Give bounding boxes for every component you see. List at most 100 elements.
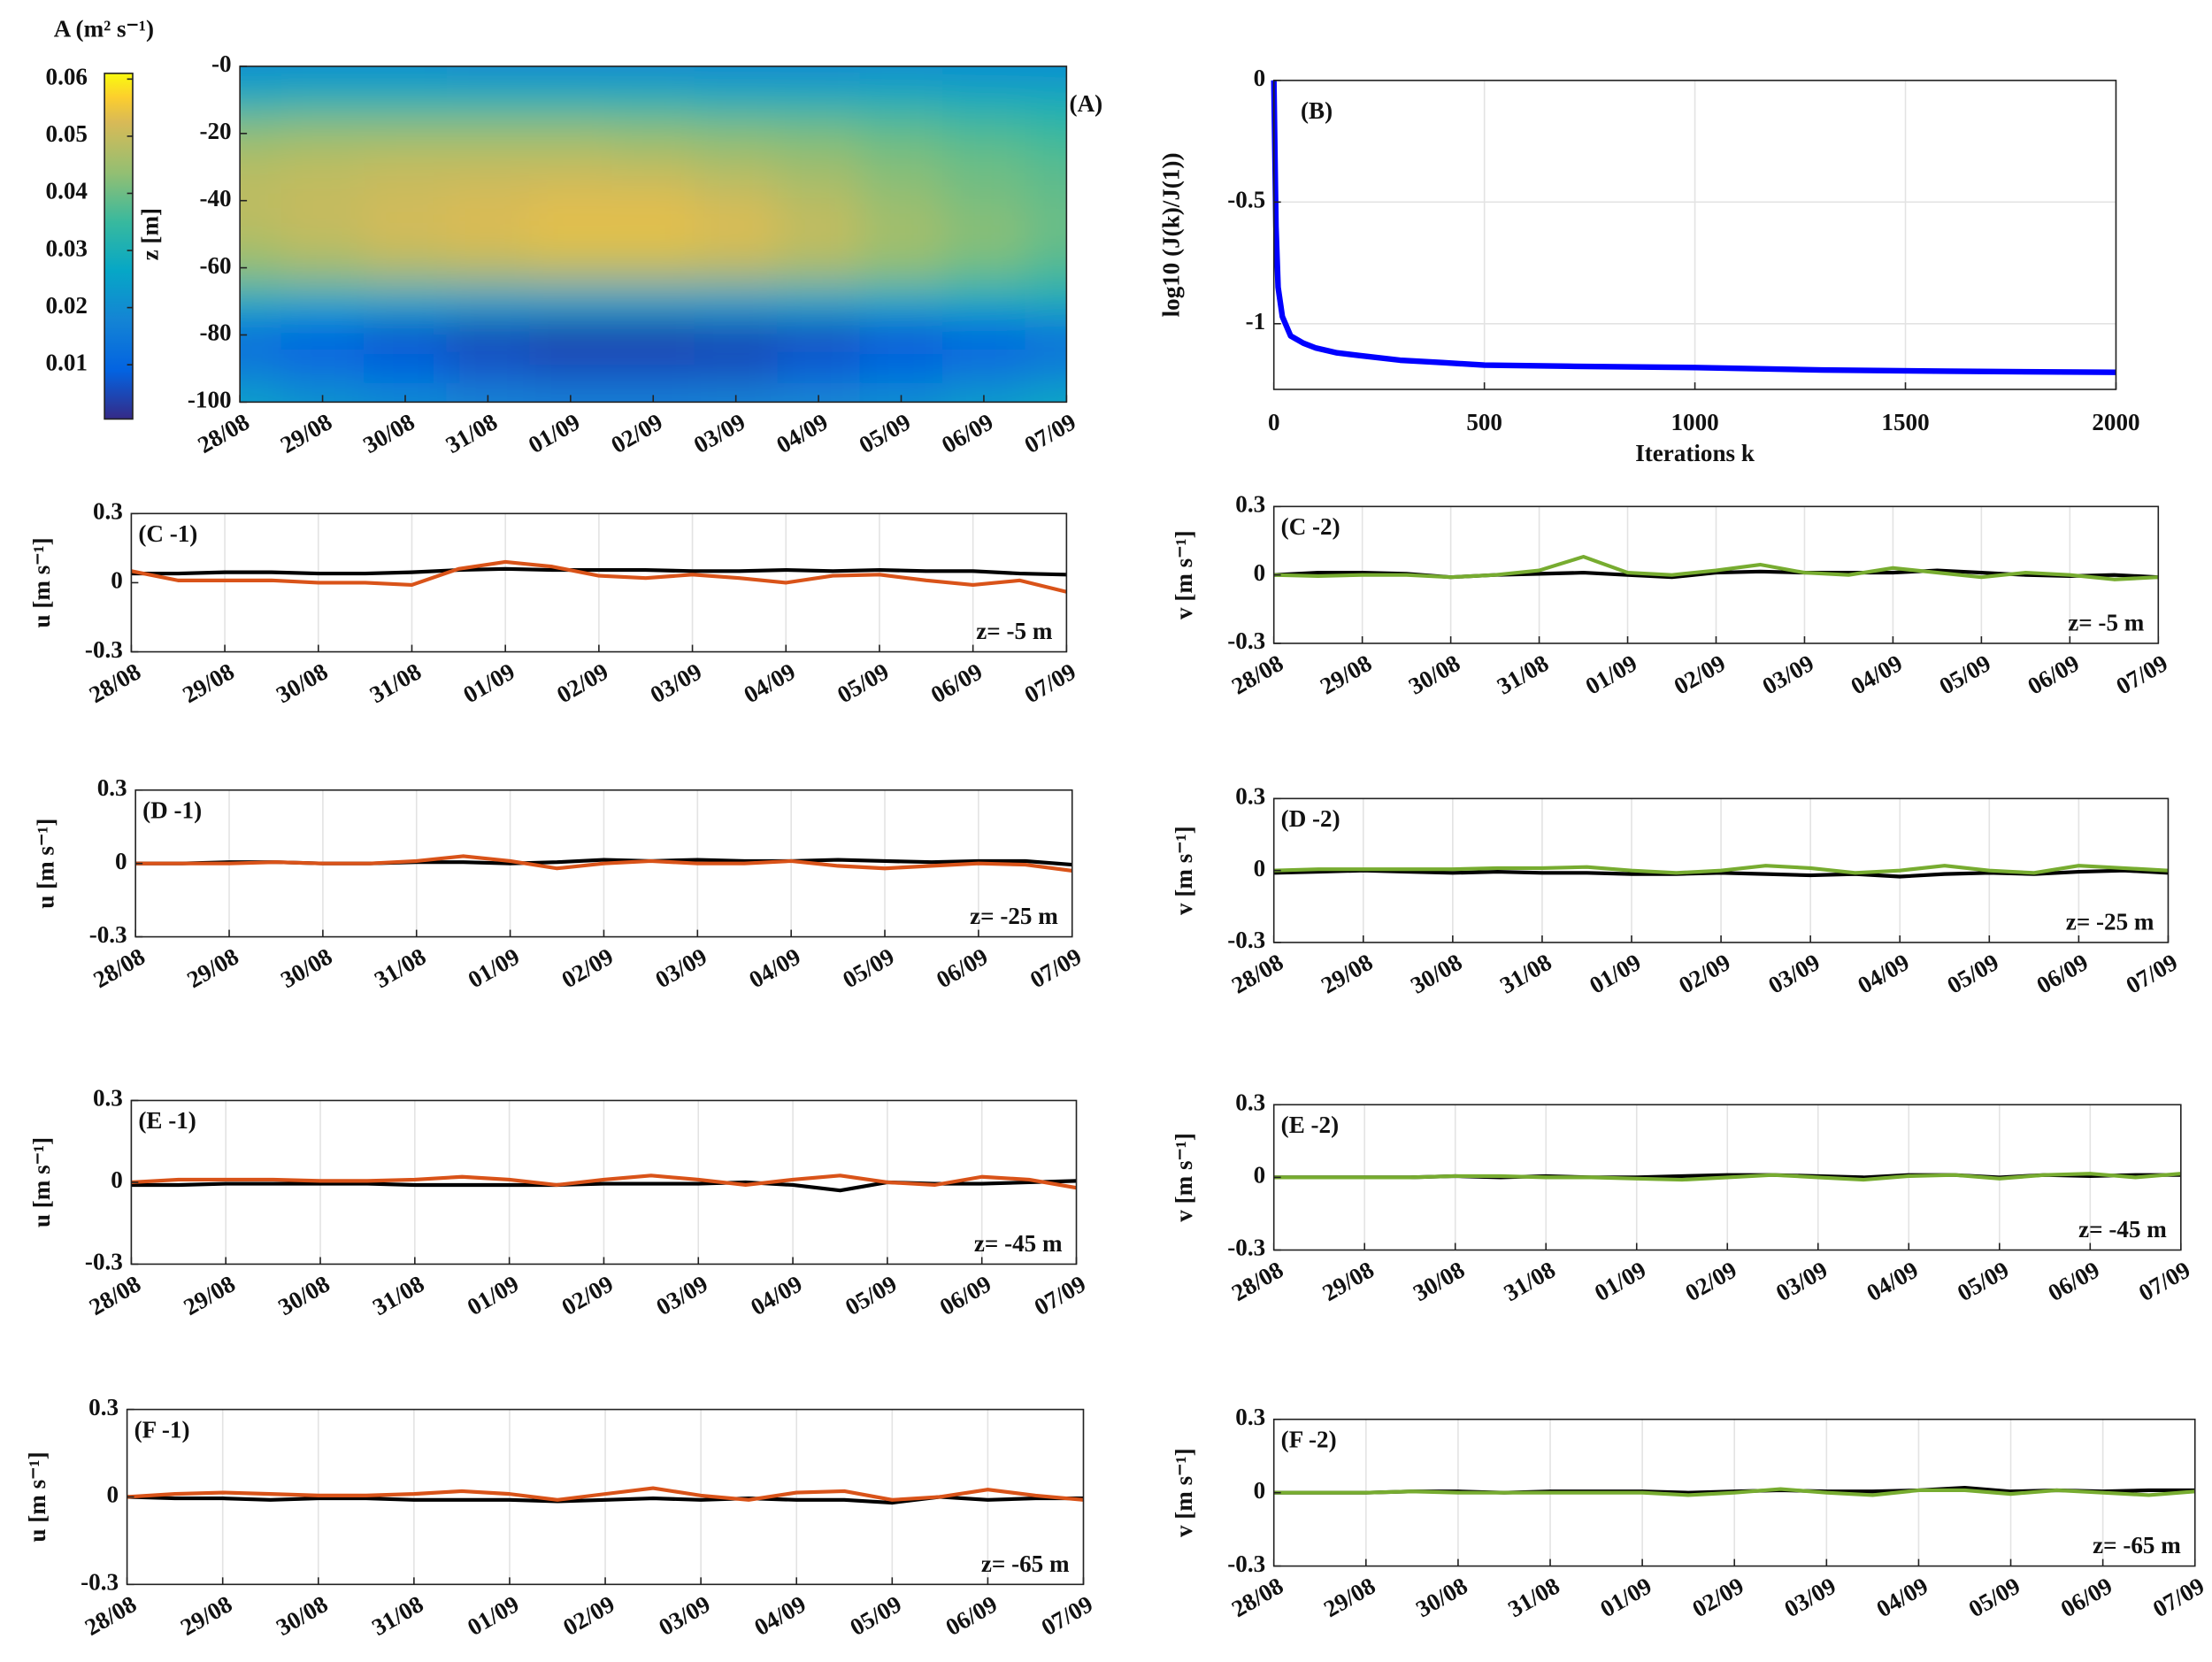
y-tick-label: -0.3 xyxy=(1227,1235,1265,1261)
depth-annotation: z= -65 m xyxy=(981,1550,1070,1577)
x-tick-label: 31/08 xyxy=(368,1270,428,1320)
x-tick-label: 29/08 xyxy=(276,408,336,458)
cell xyxy=(942,318,1027,354)
x-tick-label: 03/09 xyxy=(1763,949,1824,999)
cell xyxy=(280,82,365,119)
y-tick-label: -0.3 xyxy=(85,636,123,663)
x-tick-label: 2000 xyxy=(2092,409,2139,435)
series-line xyxy=(127,1486,1084,1502)
x-tick-label: 05/09 xyxy=(1953,1256,2013,1306)
x-tick-label: 03/09 xyxy=(651,943,711,993)
x-tick-label: 31/08 xyxy=(1493,650,1553,700)
cell xyxy=(240,250,283,287)
x-tick-label: 06/09 xyxy=(2056,1573,2116,1623)
y-tick-label: 0.3 xyxy=(88,1394,119,1420)
cell xyxy=(446,284,531,320)
x-tick-label: 30/08 xyxy=(1409,1256,1469,1306)
x-tick-label: 01/09 xyxy=(464,943,524,993)
x-tick-label: 29/08 xyxy=(176,1590,236,1641)
cell xyxy=(280,183,365,219)
cell xyxy=(859,318,944,354)
x-tick-label: 07/09 xyxy=(2148,1573,2208,1623)
colorbar-tick-label: 0.05 xyxy=(46,120,88,147)
panel-label: (A) xyxy=(1070,90,1103,117)
cell xyxy=(280,318,365,354)
x-tick-label: 05/09 xyxy=(841,1270,901,1320)
cell xyxy=(280,351,365,387)
y-tick-label: -0.3 xyxy=(1227,627,1265,654)
series-line xyxy=(131,566,1067,577)
x-tick-label: 31/08 xyxy=(367,1590,427,1641)
cell xyxy=(694,351,779,387)
series-line xyxy=(1273,864,2169,875)
cell xyxy=(611,217,696,253)
cell xyxy=(1025,183,1067,219)
cell xyxy=(611,351,696,387)
cell xyxy=(364,318,449,354)
cell xyxy=(1025,385,1067,403)
x-tick-label: 30/08 xyxy=(1404,650,1464,700)
x-tick-label: 05/09 xyxy=(855,408,915,458)
y-tick-label: -60 xyxy=(199,252,231,279)
x-tick-label: 07/09 xyxy=(2112,650,2172,700)
cell xyxy=(1025,150,1067,186)
x-tick-label: 06/09 xyxy=(932,943,992,993)
x-tick-label: 03/09 xyxy=(651,1270,711,1320)
cell xyxy=(446,250,531,287)
cell xyxy=(1025,217,1067,253)
panel-label: (C -2) xyxy=(1281,513,1340,540)
x-tick-label: 07/09 xyxy=(2122,949,2182,999)
cell xyxy=(1025,318,1067,354)
x-tick-label: 31/08 xyxy=(1495,949,1555,999)
y-tick-label: -0.3 xyxy=(1227,927,1265,953)
y-tick-label: 0.3 xyxy=(1235,1089,1265,1115)
x-tick-label: 1500 xyxy=(1881,409,1929,435)
x-tick-label: 02/09 xyxy=(1670,650,1730,700)
panel-label: (D -1) xyxy=(142,796,202,823)
x-tick-label: 29/08 xyxy=(182,943,242,993)
y-tick-label: 0 xyxy=(1254,855,1266,881)
y-tick-label: 0.3 xyxy=(93,1085,123,1112)
x-tick-label: 01/09 xyxy=(458,658,518,708)
cell xyxy=(364,183,449,219)
y-tick-label: 0 xyxy=(1254,1477,1266,1504)
y-axis-label: u [m s⁻¹] xyxy=(24,1451,50,1542)
cell xyxy=(777,116,862,152)
cell xyxy=(1025,65,1067,85)
cell xyxy=(364,65,449,85)
series-line xyxy=(1271,80,2116,375)
series-line xyxy=(1273,555,2159,581)
depth-annotation: z= -25 m xyxy=(2066,908,2154,935)
colorbar-tick-label: 0.02 xyxy=(46,292,88,319)
x-tick-label: 01/09 xyxy=(1585,949,1645,999)
x-tick-label: 06/09 xyxy=(941,1590,1002,1641)
x-tick-label: 29/08 xyxy=(179,1270,239,1320)
cell xyxy=(859,183,944,219)
x-tick-label: 05/09 xyxy=(833,658,893,708)
panel-label: (F -1) xyxy=(134,1416,190,1443)
y-axis-label: u [m s⁻¹] xyxy=(28,537,55,627)
x-tick-label: 05/09 xyxy=(1943,949,2003,999)
cell xyxy=(280,385,365,403)
x-tick-label: 02/09 xyxy=(1674,949,1734,999)
cell xyxy=(942,116,1027,152)
cell xyxy=(611,150,696,186)
cell xyxy=(364,351,449,387)
cell xyxy=(529,351,614,387)
depth-annotation: z= -5 m xyxy=(2068,609,2145,635)
cell xyxy=(280,217,365,253)
cell xyxy=(240,183,283,219)
x-tick-label: 30/08 xyxy=(272,1590,332,1641)
x-tick-label: 04/09 xyxy=(772,408,832,458)
x-tick-label: 30/08 xyxy=(276,943,336,993)
cell xyxy=(529,250,614,287)
cell xyxy=(240,385,283,403)
cell xyxy=(364,82,449,119)
y-tick-label: -80 xyxy=(199,319,231,346)
cell xyxy=(942,284,1027,320)
x-tick-label: 30/08 xyxy=(272,658,332,708)
cell xyxy=(694,217,779,253)
cell xyxy=(942,183,1027,219)
cell xyxy=(280,116,365,152)
depth-annotation: z= -25 m xyxy=(970,903,1058,929)
